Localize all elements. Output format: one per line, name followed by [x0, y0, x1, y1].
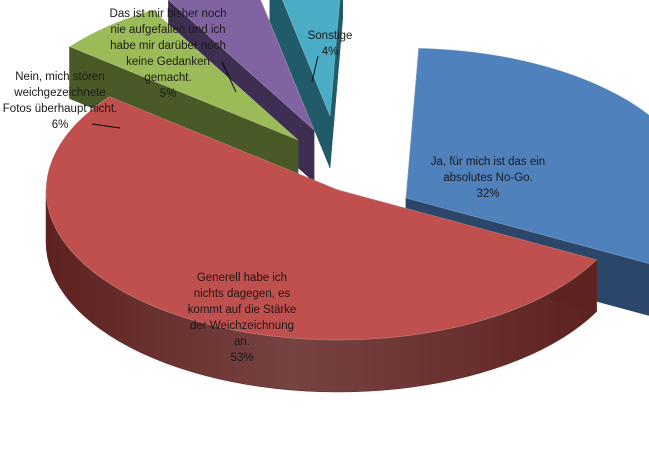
value-label-4: 4%	[322, 46, 339, 58]
value-label-3: 5%	[160, 88, 177, 100]
slice-2	[68, 9, 299, 141]
leader-line-3	[221, 61, 237, 93]
label-line-1-2: kommt auf die Stärke	[188, 304, 297, 316]
slice-3	[168, 0, 315, 131]
slice-4	[282, 0, 341, 117]
label-line-2-1: weichgezeichnete	[13, 87, 105, 99]
label-line-0-1: absolutes No-Go.	[443, 172, 533, 184]
data-label-4: Sonstige 4%	[308, 30, 353, 58]
slice-wall-4-1	[329, 0, 343, 169]
data-label-0: Ja, für mich ist das ein absolutes No-Go.…	[431, 156, 545, 200]
slice-1	[45, 96, 598, 341]
label-line-3-0: Das ist mir bisher noch	[110, 8, 227, 20]
label-line-3-3: keine Gedanken	[126, 56, 210, 68]
label-line-0-0: Ja, für mich ist das ein	[431, 156, 545, 168]
slice-tops-layer	[45, 0, 649, 341]
data-label-2: Nein, mich stören weichgezeichnete Fotos ü…	[3, 71, 117, 131]
label-line-3-1: nie aufgefallen und ich	[110, 24, 225, 36]
label-line-1-3: der Weichzeichnung	[190, 320, 294, 332]
label-line-1-1: nichts dagegen, es	[194, 288, 291, 300]
label-line-4-0: Sonstige	[308, 30, 353, 42]
data-label-1: Generell habe ich nichts dagegen, es kommt…	[188, 272, 297, 364]
value-label-0: 32%	[476, 188, 499, 200]
slice-0	[405, 47, 649, 264]
leader-line-4	[311, 55, 319, 83]
label-line-2-2: Fotos überhaupt nicht.	[3, 103, 117, 115]
label-line-3-2: habe mir darüber noch	[110, 40, 226, 52]
value-label-1: 53%	[230, 352, 253, 364]
label-line-1-0: Generell habe ich	[197, 272, 287, 284]
leader-lines-layer	[91, 55, 319, 129]
label-line-2-0: Nein, mich stören	[15, 71, 104, 83]
label-line-3-4: gemacht.	[144, 72, 191, 84]
leader-line-2	[91, 123, 121, 129]
data-label-3: Das ist mir bisher noch nie aufgefallen u…	[110, 8, 227, 100]
label-line-1-4: an.	[234, 336, 250, 348]
data-labels-layer: Ja, für mich ist das ein absolutes No-Go.…	[3, 8, 545, 364]
value-label-2: 6%	[52, 119, 69, 131]
